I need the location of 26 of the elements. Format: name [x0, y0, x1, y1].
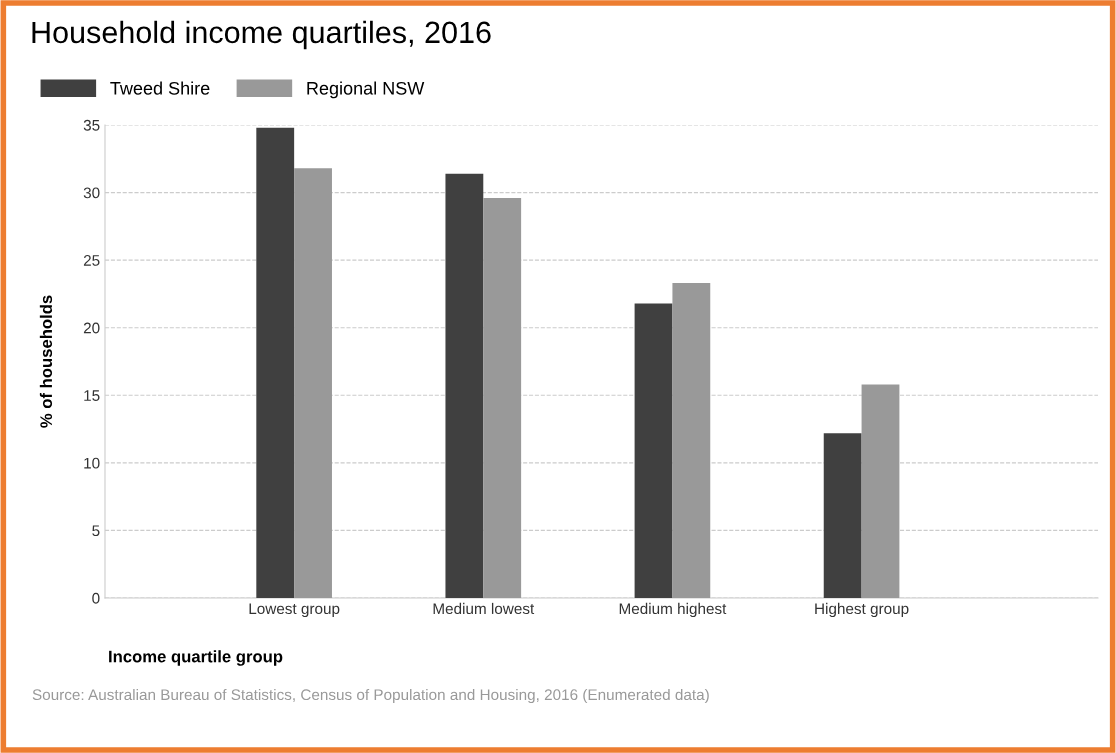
y-tick-label: 0	[92, 592, 100, 604]
x-tick-label: Highest group	[815, 602, 909, 618]
x-axis-title: Income quartile group	[109, 650, 283, 666]
bar	[445, 173, 484, 598]
bar	[483, 197, 522, 598]
x-tick-label: Medium lowest	[433, 602, 535, 615]
bar	[823, 433, 862, 598]
y-tick-label: 30	[83, 187, 100, 199]
y-tick-label: 10	[84, 457, 100, 469]
x-tick-label: Lowest group	[249, 603, 340, 618]
legend-label: Regional NSW	[307, 81, 425, 99]
y-tick-label: 15	[84, 390, 100, 401]
bar	[256, 127, 295, 598]
source-note: Source: Australian Bureau of Statistics, Census of Population and Housing, 2016 (Enumerated data)	[32, 688, 709, 704]
bar	[294, 168, 332, 598]
y-tick-label: 5	[92, 525, 100, 537]
y-tick-label: 20	[83, 322, 100, 334]
legend-label: Tweed Shire	[110, 81, 210, 95]
y-tick-label: 25	[83, 255, 100, 266]
bar	[672, 283, 711, 598]
bar	[861, 384, 900, 598]
chart-title: Household income quartiles, 2016	[32, 20, 491, 50]
x-tick-label: Medium highest	[619, 602, 727, 618]
y-axis-title: % of households	[39, 295, 53, 428]
y-tick-label: 35	[83, 119, 100, 131]
bar	[634, 303, 673, 598]
